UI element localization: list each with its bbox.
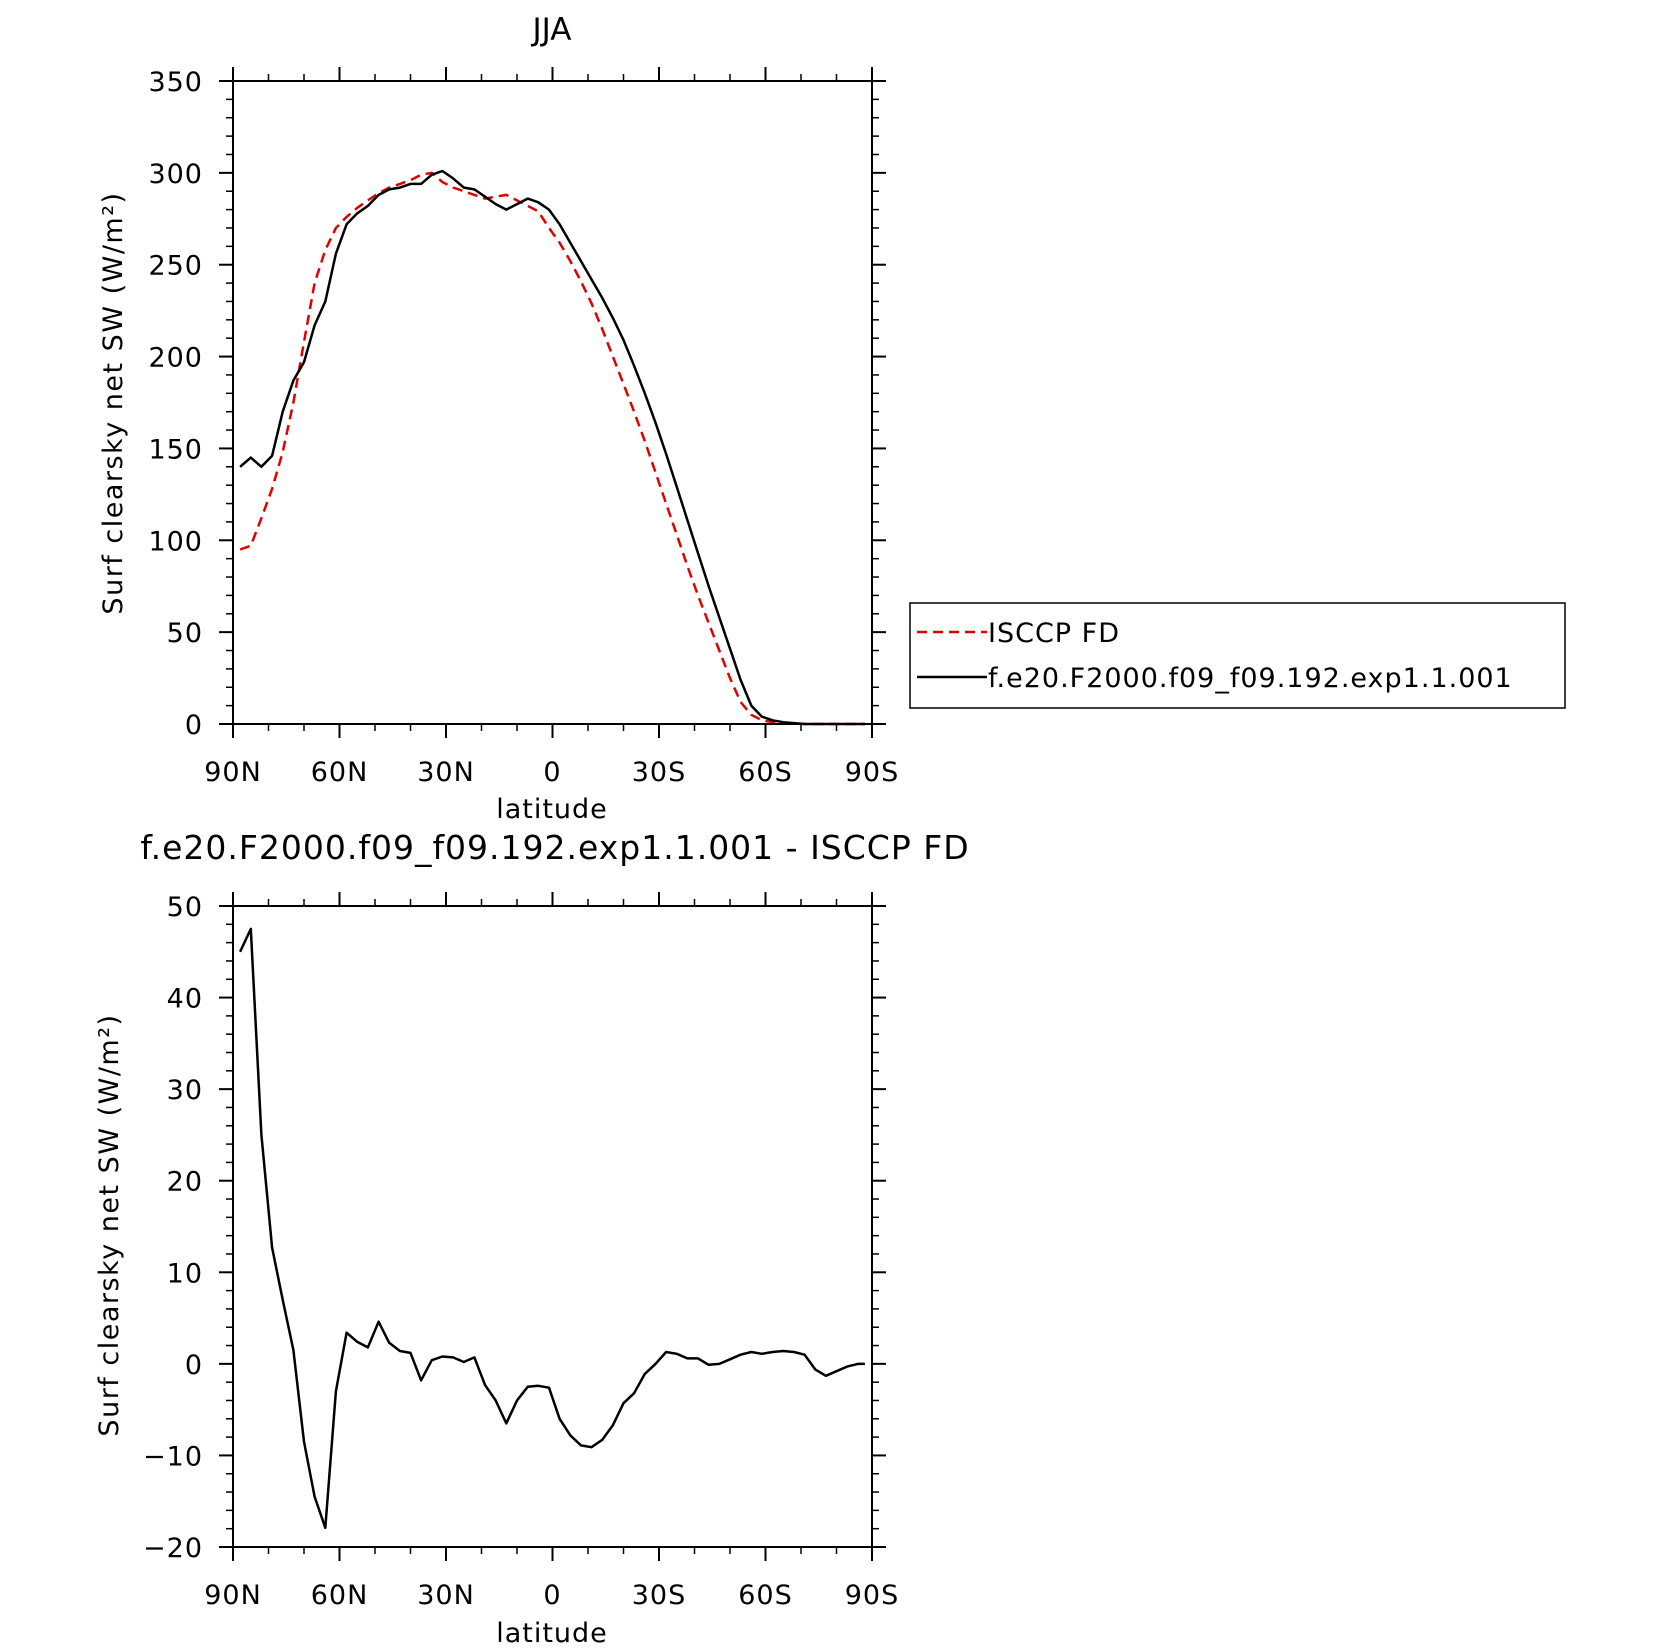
legend-label-model: f.e20.F2000.f09_f09.192.exp1.1.001 <box>988 663 1513 694</box>
top-y-tick-label: 300 <box>148 159 203 190</box>
bottom-y-tick-label: −10 <box>143 1441 203 1472</box>
top-x-tick-label: 90S <box>845 757 900 788</box>
bottom-y-tick-label: 40 <box>167 984 203 1015</box>
bottom-y-tick-label: −20 <box>143 1533 203 1564</box>
top-y-tick-label: 0 <box>185 710 203 741</box>
bottom-y-tick-label: 0 <box>185 1350 203 1381</box>
top-y-tick-label: 150 <box>148 434 203 465</box>
top-x-tick-label: 30N <box>417 757 475 788</box>
top-x-tick-label: 90N <box>204 757 262 788</box>
top-x-tick-label: 30S <box>632 757 687 788</box>
bottom-y-tick-label: 10 <box>167 1258 203 1289</box>
bottom-series-lines <box>238 927 865 1530</box>
bottom-x-tick-label: 30N <box>417 1580 475 1611</box>
top-y-tick-label: 200 <box>148 343 203 374</box>
bottom-x-tick-label: 60S <box>738 1580 793 1611</box>
top-x-axis-label: latitude <box>496 794 608 825</box>
bottom-y-tick-label: 20 <box>167 1167 203 1198</box>
bottom-y-tick-label: 50 <box>167 892 203 923</box>
top-chart-title: JJA <box>531 12 572 48</box>
top-y-axis-label: Surf clearsky net SW (W/m²) <box>98 191 129 614</box>
legend-label-isccp: ISCCP FD <box>988 618 1120 649</box>
top-x-tick-labels: 90N 60N 30N 0 30S 60S 90S <box>204 757 900 788</box>
bottom-x-axis-label: latitude <box>496 1618 608 1649</box>
top-y-tick-label: 100 <box>148 526 203 557</box>
top-series-line-0 <box>239 171 865 726</box>
top-y-tick-label: 250 <box>148 251 203 282</box>
bottom-x-tick-labels: 90N 60N 30N 0 30S 60S 90S <box>204 1580 900 1611</box>
top-x-tick-label: 0 <box>543 757 561 788</box>
top-plot-frame <box>232 80 873 725</box>
top-y-tick-label: 350 <box>148 67 203 98</box>
top-y-tick-labels: 0 50 100 150 200 250 300 350 <box>148 67 203 741</box>
bottom-x-tick-label: 90N <box>204 1580 262 1611</box>
bottom-x-tick-label: 90S <box>845 1580 900 1611</box>
bottom-panel: f.e20.F2000.f09_f09.192.exp1.1.001 - ISC… <box>94 828 969 1649</box>
top-y-tick-label: 50 <box>167 618 203 649</box>
bottom-chart-title: f.e20.F2000.f09_f09.192.exp1.1.001 - ISC… <box>140 828 969 867</box>
top-x-tick-label: 60N <box>311 757 369 788</box>
top-panel: JJA Surf clearsky net SW (W/m²) 0 50 100 15… <box>98 12 900 825</box>
bottom-y-axis-label: Surf clearsky net SW (W/m²) <box>94 1013 125 1436</box>
bottom-y-tick-label: 30 <box>167 1075 203 1106</box>
bottom-x-tick-label: 0 <box>543 1580 561 1611</box>
legend: ISCCP FD f.e20.F2000.f09_f09.192.exp1.1.… <box>909 602 1566 709</box>
bottom-series-line-0 <box>238 927 865 1530</box>
bottom-x-tick-label: 30S <box>632 1580 687 1611</box>
bottom-axis-ticks <box>219 892 886 1561</box>
legend-box <box>909 602 1566 709</box>
top-x-tick-label: 60S <box>738 757 793 788</box>
bottom-plot-frame <box>232 905 873 1548</box>
top-axis-ticks <box>219 67 886 738</box>
bottom-x-tick-label: 60N <box>311 1580 369 1611</box>
top-series-line-1 <box>239 169 865 726</box>
top-series-lines <box>239 169 865 726</box>
bottom-y-tick-labels: −20 −10 0 10 20 30 40 50 <box>143 892 203 1564</box>
